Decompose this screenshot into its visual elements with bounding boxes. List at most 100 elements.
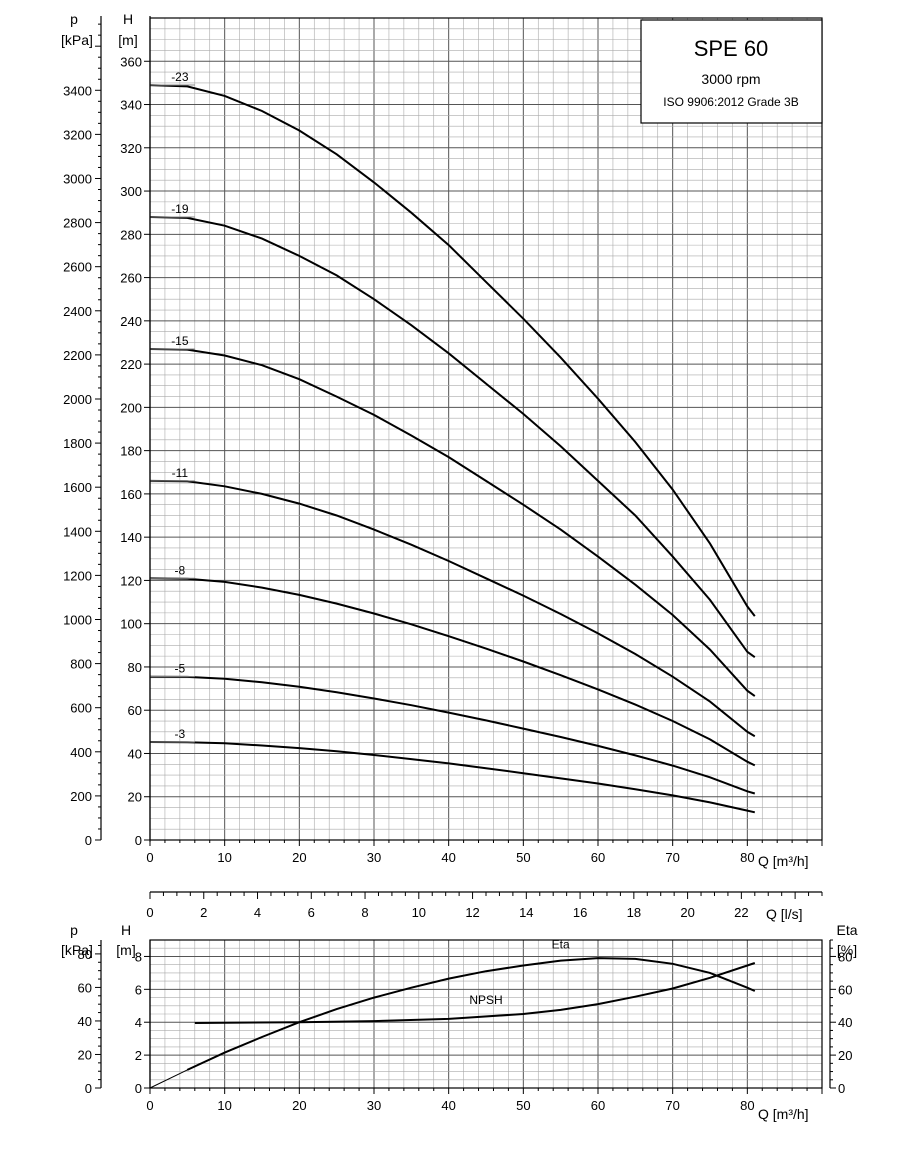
head-curve-series [149, 84, 756, 617]
bot-eta-unit: [%] [837, 942, 857, 958]
ls-tick-label: 12 [465, 905, 479, 920]
title-standard: ISO 9906:2012 Grade 3B [663, 95, 798, 109]
q-tick-label: 0 [146, 850, 153, 865]
head-curve-series [149, 479, 756, 738]
top-p-unit: [kPa] [61, 32, 93, 48]
npsh-tick-label: 6 [135, 982, 142, 997]
bot-q-tick-label: 60 [591, 1098, 605, 1113]
npsh-eta-grid [149, 939, 823, 1089]
top-q-title: Q [m³/h] [758, 853, 809, 869]
bot-h-title: H [121, 922, 131, 938]
q-tick-label: 70 [665, 850, 679, 865]
p-tick-label: 2400 [63, 304, 92, 319]
npsh-tick-label: 4 [135, 1015, 142, 1030]
h-tick-label: 220 [120, 357, 142, 372]
head-curves: -23 -19 -15 -11 -8 -5 -3 [149, 70, 756, 814]
bot-q-tick-label: 40 [441, 1098, 455, 1113]
eta-tick-label: 0 [838, 1081, 845, 1096]
h-tick-label: 20 [128, 790, 142, 805]
p-tick-label: 2800 [63, 216, 92, 231]
eta-tick-label: 40 [838, 1015, 852, 1030]
ls-tick-label: 0 [146, 905, 153, 920]
bot-p-tick-label: 80 [78, 947, 92, 962]
eta-tick-label: 60 [838, 982, 852, 997]
head-curve-series [149, 577, 756, 767]
h-tick-label: 40 [128, 746, 142, 761]
q-tick-label: 20 [292, 850, 306, 865]
title-speed: 3000 rpm [701, 71, 760, 87]
h-tick-label: 240 [120, 314, 142, 329]
h-tick-label: 0 [135, 833, 142, 848]
bot-q-title: Q [m³/h] [758, 1106, 809, 1122]
h-tick-label: 140 [120, 530, 142, 545]
bot-q-tick-label: 80 [740, 1098, 754, 1113]
npsh-tick-label: 8 [135, 949, 142, 964]
p-tick-label: 1200 [63, 568, 92, 583]
h-tick-label: 320 [120, 141, 142, 156]
npsh-tick-label: 0 [135, 1081, 142, 1096]
h-tick-label: 280 [120, 227, 142, 242]
bot-q-tick-label: 10 [217, 1098, 231, 1113]
flow-ls-axis: 0 2 4 6 8 10 12 14 16 18 20 22 [146, 891, 823, 920]
p-tick-label: 0 [85, 833, 92, 848]
h-tick-label: 340 [120, 98, 142, 113]
npsh-eta-curves: Eta NPSH [149, 937, 756, 1089]
bot-p-tick-label: 0 [85, 1081, 92, 1096]
eta-curve [186, 957, 756, 1071]
series-label: -15 [171, 334, 189, 348]
series-label: -5 [175, 662, 186, 676]
bot-q-tick-label: 0 [146, 1098, 153, 1113]
bot-p-title: p [70, 922, 78, 938]
npsh-label: NPSH [469, 993, 502, 1007]
bot-q-tick-label: 30 [367, 1098, 381, 1113]
p-tick-label: 3200 [63, 127, 92, 142]
bot-h-unit: [m] [116, 942, 135, 958]
h-tick-label: 260 [120, 271, 142, 286]
bot-eta-title: Eta [836, 922, 857, 938]
head-chart-axes: 0204060801001201401601802002202402602803… [63, 16, 823, 865]
h-tick-label: 60 [128, 703, 142, 718]
bot-p-tick-label: 60 [78, 980, 92, 995]
p-tick-label: 2000 [63, 392, 92, 407]
p-tick-label: 1000 [63, 612, 92, 627]
mid-q-title: Q [l/s] [766, 906, 803, 922]
h-tick-label: 360 [120, 54, 142, 69]
series-label: -8 [175, 563, 186, 577]
p-tick-label: 1800 [63, 436, 92, 451]
q-tick-label: 50 [516, 850, 530, 865]
ls-tick-label: 16 [573, 905, 587, 920]
head-curve-series [149, 741, 756, 814]
ls-tick-label: 2 [200, 905, 207, 920]
title-model: SPE 60 [694, 36, 769, 61]
top-p-title: p [70, 11, 78, 27]
bot-p-tick-label: 40 [78, 1014, 92, 1029]
bot-p-unit: [kPa] [61, 942, 93, 958]
h-tick-label: 180 [120, 444, 142, 459]
series-label: -23 [171, 70, 189, 84]
ls-tick-label: 14 [519, 905, 533, 920]
series-label: -3 [175, 727, 186, 741]
h-tick-label: 120 [120, 573, 142, 588]
npsh-tick-label: 2 [135, 1048, 142, 1063]
ls-tick-label: 18 [627, 905, 641, 920]
ls-tick-label: 20 [680, 905, 694, 920]
h-tick-label: 160 [120, 487, 142, 502]
eta-tick-label: 20 [838, 1048, 852, 1063]
bot-q-tick-label: 20 [292, 1098, 306, 1113]
q-tick-label: 60 [591, 850, 605, 865]
head-curve-series [149, 216, 756, 659]
head-curve-series [149, 348, 756, 697]
p-tick-label: 2200 [63, 348, 92, 363]
h-tick-label: 100 [120, 617, 142, 632]
h-tick-label: 200 [120, 400, 142, 415]
p-tick-label: 800 [70, 657, 92, 672]
title-box: SPE 60 3000 rpm ISO 9906:2012 Grade 3B [640, 19, 823, 124]
p-tick-label: 200 [70, 789, 92, 804]
head-chart-grid [149, 17, 823, 841]
ls-tick-label: 22 [734, 905, 748, 920]
ls-tick-label: 10 [412, 905, 426, 920]
p-tick-label: 400 [70, 745, 92, 760]
npsh-curve [194, 962, 756, 1024]
p-tick-label: 3000 [63, 171, 92, 186]
